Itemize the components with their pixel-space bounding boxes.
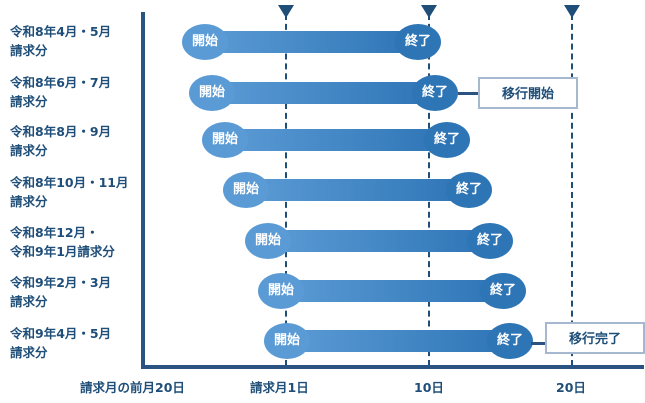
start-circle: 開始 xyxy=(245,223,291,259)
x-axis xyxy=(141,365,644,369)
end-circle: 終了 xyxy=(424,122,470,158)
callout-pointer xyxy=(531,342,547,345)
end-circle: 終了 xyxy=(467,223,513,259)
row-label-4: 令和8年10月・11月 請求分 xyxy=(10,175,129,209)
callout-migration-start: 移行開始 xyxy=(478,77,578,109)
start-circle: 開始 xyxy=(182,24,228,60)
triangle-marker-icon xyxy=(421,5,437,18)
y-axis xyxy=(141,12,145,368)
period-bar xyxy=(212,82,435,104)
row-label-7: 令和9年4月・5月 請求分 xyxy=(10,326,112,360)
callout-migration-end: 移行完了 xyxy=(545,322,645,354)
start-circle: 開始 xyxy=(264,323,310,359)
end-circle: 終了 xyxy=(395,24,441,60)
row-label-6: 令和9年2月・3月 請求分 xyxy=(10,275,112,309)
period-bar xyxy=(205,31,418,53)
x-tick-10th: 10日 xyxy=(414,380,444,395)
period-bar xyxy=(281,280,503,302)
row-label-3: 令和8年8月・9月 請求分 xyxy=(10,124,112,158)
x-tick-prev-20th: 請求月の前月20日 xyxy=(80,380,185,395)
row-label-2: 令和8年6月・7月 請求分 xyxy=(10,75,112,109)
start-circle: 開始 xyxy=(202,122,248,158)
period-bar xyxy=(246,179,469,201)
x-tick-20th: 20日 xyxy=(556,380,586,395)
period-bar xyxy=(287,330,510,352)
start-circle: 開始 xyxy=(258,273,304,309)
row-label-1: 令和8年4月・5月 請求分 xyxy=(10,24,112,58)
guide-line-20th xyxy=(571,14,573,366)
triangle-marker-icon xyxy=(564,5,580,18)
start-circle: 開始 xyxy=(189,75,235,111)
callout-pointer xyxy=(458,92,480,95)
x-tick-1st: 請求月1日 xyxy=(250,380,309,395)
start-circle: 開始 xyxy=(223,172,269,208)
end-circle: 終了 xyxy=(487,323,533,359)
period-bar xyxy=(268,230,490,252)
row-label-5: 令和8年12月・ 令和9年1月請求分 xyxy=(10,225,115,259)
period-bar xyxy=(225,129,447,151)
end-circle: 終了 xyxy=(480,273,526,309)
end-circle: 終了 xyxy=(446,172,492,208)
triangle-marker-icon xyxy=(278,5,294,18)
end-circle: 終了 xyxy=(412,75,458,111)
